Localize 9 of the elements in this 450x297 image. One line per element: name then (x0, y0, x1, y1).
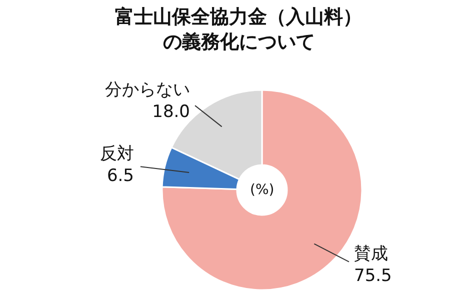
chart-title: 富士山保全協力金（入山料） (115, 6, 362, 28)
slice-label: 分からない (105, 80, 190, 100)
data-label: 6.5 (106, 166, 134, 186)
text: (%) (250, 182, 274, 198)
data-label: 75.5 (354, 266, 392, 286)
slice-label: 反対 (100, 144, 134, 164)
chart-subtitle: の義務化について (163, 31, 315, 53)
slice-label: 賛成 (354, 244, 388, 264)
data-label: 18.0 (152, 102, 190, 122)
